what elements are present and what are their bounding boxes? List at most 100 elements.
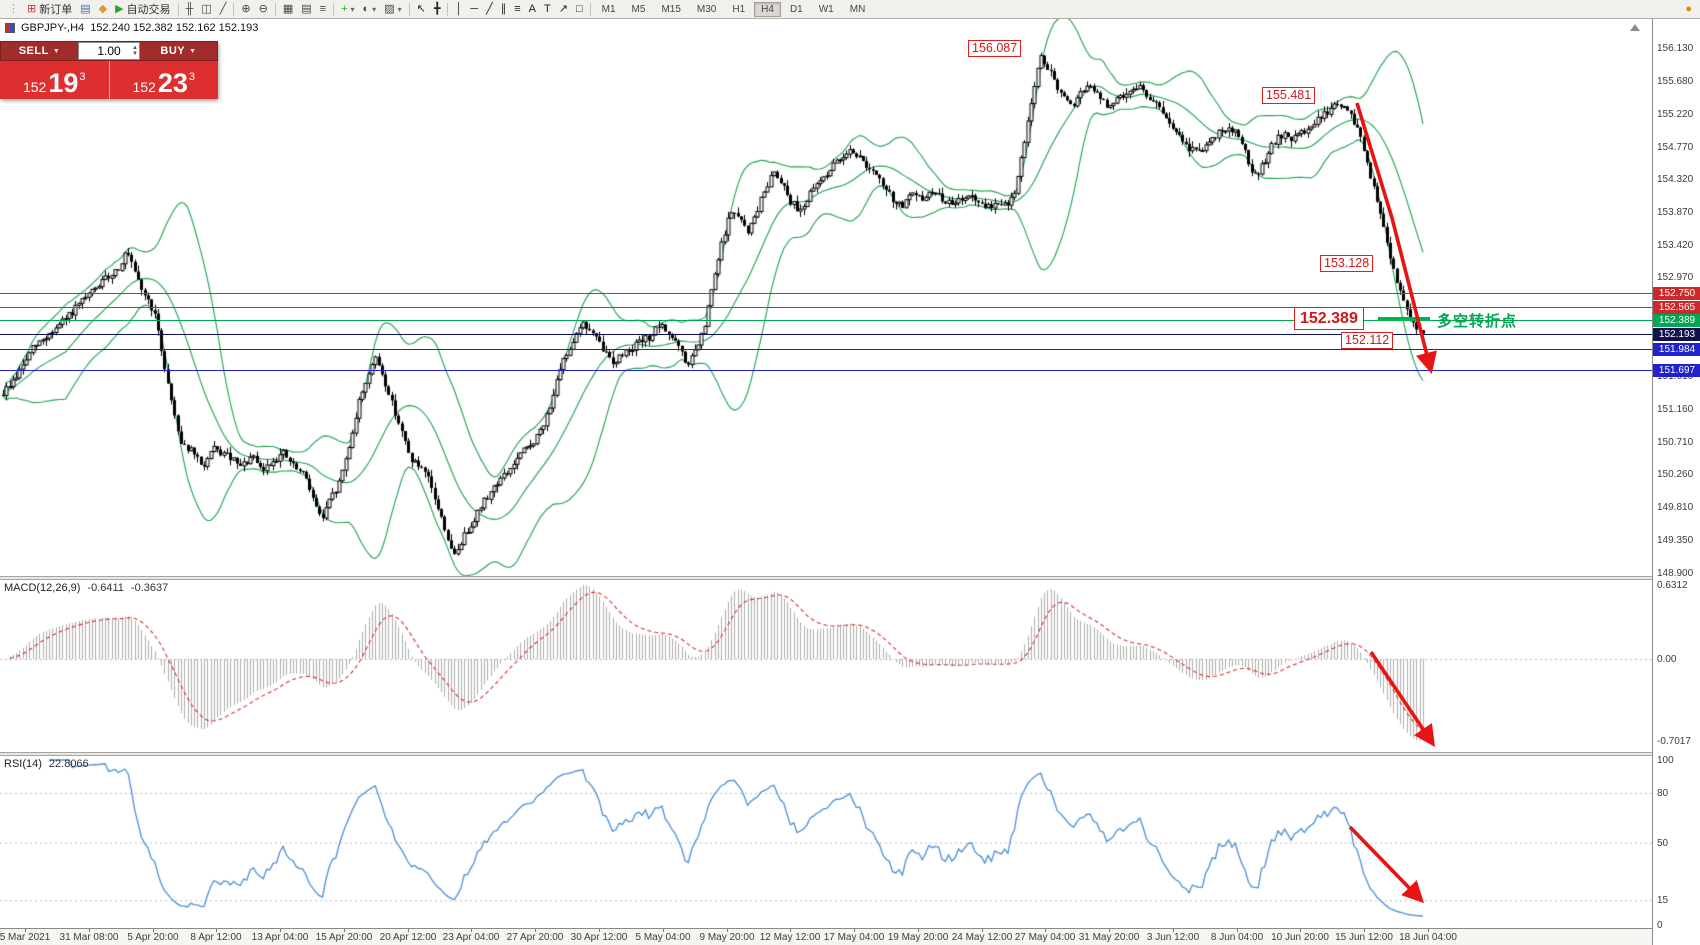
price-level-line-152.389[interactable] <box>0 320 1652 321</box>
time-axis[interactable]: 5 Mar 2021 31 Mar 08:00 5 Apr 20:00 8 Apr 1… <box>0 928 1652 945</box>
fibonacci-icon[interactable]: ≡ <box>510 1 524 18</box>
line-chart-icon[interactable]: ╱ <box>216 1 231 18</box>
cursor-icon[interactable]: ↖ <box>413 1 430 18</box>
trendline-icon: ╱ <box>486 2 493 15</box>
ohlc-values: 152.240 152.382 152.162 152.193 <box>90 22 259 34</box>
time-tick <box>663 929 664 932</box>
channel-icon[interactable]: ∥ <box>497 1 511 18</box>
price-axis-box-152.750: 152.750 <box>1653 287 1700 300</box>
label-icon[interactable]: T <box>540 1 555 18</box>
panel-splitter[interactable] <box>0 576 1700 580</box>
zoom-in-icon[interactable]: ⊕ <box>237 1 254 18</box>
rsi-tick-label: 80 <box>1657 788 1669 799</box>
rsi-tick-label: 0 <box>1657 920 1663 931</box>
rsi-chart-canvas[interactable] <box>0 756 1652 928</box>
rsi-tick-label: 100 <box>1657 755 1674 766</box>
volume-input[interactable]: 1.00 ▲ ▼ <box>78 42 140 60</box>
chevron-down-icon: ▾ <box>372 4 377 14</box>
sell-button[interactable]: SELL ▼ <box>1 42 78 60</box>
toolbar-separator <box>408 2 410 16</box>
macd-tick-label: 0.6312 <box>1657 580 1688 591</box>
chart-ohlc-header: GBPJPY-,H4 152.240 152.382 152.162 152.1… <box>5 22 258 34</box>
turning-point-note[interactable]: 多空转折点 <box>1437 313 1518 330</box>
price-callout-156.087[interactable]: 156.087 <box>968 40 1022 57</box>
price-level-line-152.193[interactable] <box>0 334 1652 335</box>
trendline-icon[interactable]: ╱ <box>482 1 497 18</box>
price-level-line-152.750[interactable] <box>0 293 1652 294</box>
vertical-line-icon[interactable]: │ <box>451 1 466 18</box>
price-tick-label: 151.160 <box>1657 404 1694 415</box>
candlestick-icon[interactable]: ◫ <box>197 1 215 18</box>
volume-stepper[interactable]: ▲ ▼ <box>132 45 138 57</box>
new-order-button[interactable]: ⊞ 新订单 <box>23 1 76 18</box>
buy-button[interactable]: BUY ▼ <box>140 42 217 60</box>
zoom-out-icon: ⊖ <box>258 2 268 15</box>
price-tick-label: 156.130 <box>1657 43 1694 54</box>
chevron-down-icon: ▾ <box>397 4 402 14</box>
bar-chart-icon[interactable]: ╫ <box>182 1 198 18</box>
tile-windows-icon[interactable]: ▦ <box>279 1 297 18</box>
time-tick <box>854 929 855 932</box>
price-callout-152.389[interactable]: 152.389 <box>1294 307 1364 330</box>
cascade-windows-icon[interactable]: ▤ <box>297 1 315 18</box>
price-tick-label: 154.770 <box>1657 142 1694 153</box>
time-tick <box>1173 929 1174 932</box>
notifications-icon[interactable]: ● <box>1681 1 1696 18</box>
time-axis-label: 8 Jun 04:00 <box>1210 932 1264 943</box>
timeframe-m5-button[interactable]: M5 <box>631 3 646 15</box>
templates-icon[interactable]: ▨ ▾ <box>380 1 405 18</box>
periods-icon[interactable]: ◐ ▾ <box>359 1 381 18</box>
price-callout-152.112[interactable]: 152.112 <box>1341 332 1394 349</box>
horizontal-line-icon[interactable]: ─ <box>466 1 482 18</box>
timeframe-m30-button[interactable]: M30 <box>696 3 717 15</box>
price-level-line-151.984[interactable] <box>0 349 1652 350</box>
time-tick <box>1364 929 1365 932</box>
time-tick <box>1045 929 1046 932</box>
rsi-tick-label: 15 <box>1657 895 1669 906</box>
time-axis-label: 12 May 12:00 <box>759 932 821 943</box>
auto-trading-button[interactable]: ▶ 自动交易 <box>111 1 174 18</box>
crosshair-icon[interactable]: ╋ <box>430 1 445 18</box>
price-chart-canvas[interactable] <box>0 19 1652 576</box>
timeframe-h4-button[interactable]: H4 <box>754 1 781 17</box>
toolbar-grip-icon[interactable]: ⋮ <box>4 1 23 18</box>
navigator-icon[interactable]: ≡ <box>316 1 330 18</box>
price-callout-155.481[interactable]: 155.481 <box>1262 87 1316 104</box>
time-tick <box>790 929 791 932</box>
price-axis-box-151.697: 151.697 <box>1653 364 1700 377</box>
timeframe-mn-button[interactable]: MN <box>849 3 866 15</box>
label-icon: T <box>544 2 551 15</box>
time-tick <box>1300 929 1301 932</box>
price-callout-153.128[interactable]: 153.128 <box>1320 255 1374 272</box>
timeframe-d1-button[interactable]: D1 <box>789 3 803 15</box>
text-icon[interactable]: A <box>525 1 540 18</box>
favorites-icon[interactable]: ◆ <box>95 1 111 18</box>
macd-chart-canvas[interactable] <box>0 580 1652 752</box>
price-divider <box>108 61 110 99</box>
sell-price[interactable]: 152 19 3 <box>0 61 109 99</box>
buy-price[interactable]: 152 23 3 <box>110 61 219 99</box>
rsi-current-value: 22.8066 <box>48 758 89 770</box>
time-tick <box>1237 929 1238 932</box>
timeframe-h1-button[interactable]: H1 <box>732 3 746 15</box>
panel-splitter[interactable] <box>0 752 1700 756</box>
arrow-tool-icon: ↗ <box>558 2 568 15</box>
zoom-out-icon[interactable]: ⊖ <box>255 1 272 18</box>
timeframe-w1-button[interactable]: W1 <box>818 3 834 15</box>
timeframe-m15-button[interactable]: M15 <box>661 3 681 15</box>
turning-point-line[interactable] <box>1378 317 1430 321</box>
charts-menu-icon[interactable]: ▤ <box>76 1 94 18</box>
arrow-tool-icon[interactable]: ↗ <box>555 1 572 18</box>
price-level-line-152.565[interactable] <box>0 307 1652 308</box>
chart-shift-marker[interactable] <box>1630 24 1640 31</box>
timeframe-m1-button[interactable]: M1 <box>601 3 616 15</box>
shapes-icon[interactable]: □ <box>572 1 587 18</box>
time-tick <box>25 929 26 932</box>
indicators-icon[interactable]: + ▾ <box>337 1 358 18</box>
notifications-icon: ● <box>1685 2 1692 15</box>
symbol-period-label: GBPJPY-,H4 <box>21 22 85 34</box>
time-axis-label: 8 Apr 12:00 <box>190 932 242 943</box>
price-axis[interactable]: 152.750 152.565 152.389 152.193 151.984 151.6… <box>1652 19 1700 945</box>
price-level-line-151.697[interactable] <box>0 370 1652 371</box>
sell-price-sup: 3 <box>79 71 86 83</box>
